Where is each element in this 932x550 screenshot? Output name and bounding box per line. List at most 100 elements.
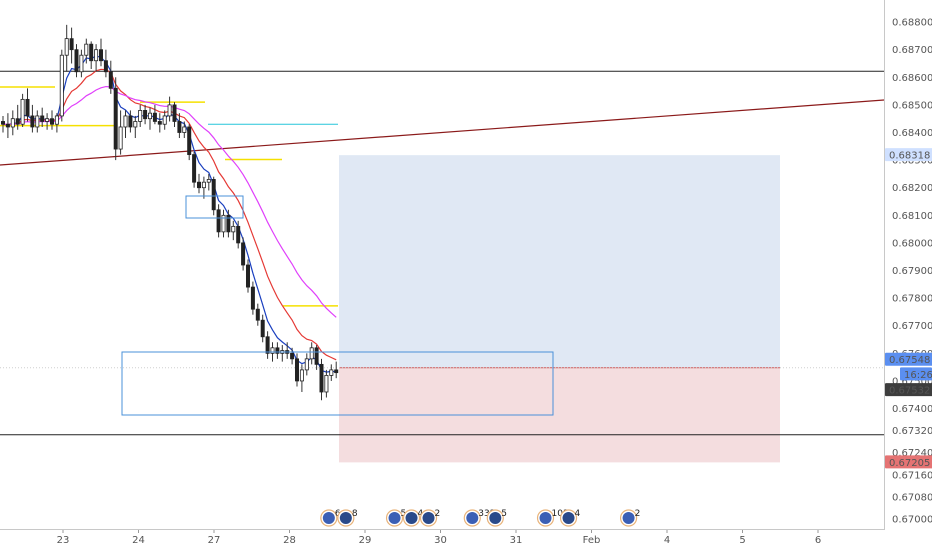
candle-body: [35, 115, 40, 128]
candle: [84, 38, 89, 64]
y-tick-label: 0.68200: [892, 183, 932, 194]
candle-body: [94, 49, 99, 62]
candle-body: [241, 242, 246, 266]
candle: [118, 110, 123, 155]
price-label-text: 0.67548: [889, 355, 930, 366]
y-tick-label: 0.67900: [892, 266, 932, 277]
candle-body: [20, 98, 25, 125]
candle: [304, 353, 309, 376]
candle-body: [138, 110, 143, 122]
candle-body: [123, 115, 128, 128]
candle-body: [177, 121, 182, 133]
price-label-bg: [885, 148, 932, 162]
candle-body: [221, 214, 226, 233]
x-tick-label: 5: [739, 535, 745, 546]
event-marker[interactable]: 2: [619, 509, 641, 527]
trend-line: [0, 99, 885, 166]
event-marker[interactable]: 5 4 2: [385, 509, 441, 527]
candle: [324, 369, 329, 398]
x-tick-label: 30: [434, 535, 447, 546]
y-tick-label: 0.68700: [892, 45, 932, 56]
candle: [187, 124, 192, 161]
candle: [143, 104, 148, 125]
candle-body: [201, 181, 206, 189]
candle-body: [250, 286, 255, 310]
candle-body: [25, 98, 30, 117]
candle: [108, 60, 113, 94]
candle-body: [334, 369, 339, 374]
y-tick-label: 0.68800: [892, 18, 932, 29]
candle: [79, 49, 84, 78]
y-tick-label: 0.67000: [892, 514, 932, 525]
candle-body: [128, 115, 133, 128]
candle-body: [319, 363, 324, 393]
candle: [94, 44, 99, 72]
y-tick-label: 0.67700: [892, 321, 932, 332]
candle-body: [152, 112, 157, 122]
candle-body: [211, 179, 216, 211]
y-tick-label: 0.68500: [892, 100, 932, 111]
candle: [290, 347, 295, 365]
candle-body: [45, 118, 50, 122]
candle-body: [103, 60, 108, 73]
y-tick-label: 0.67160: [892, 470, 932, 481]
candle-body: [236, 225, 241, 244]
order-block-box: [185, 195, 244, 219]
candle: [201, 176, 206, 199]
candle: [133, 115, 138, 139]
candle-body: [206, 179, 211, 183]
y-tick-label: 0.68000: [892, 238, 932, 249]
x-tick-label: 28: [283, 535, 296, 546]
candle: [260, 314, 265, 343]
y-tick-label: 0.67400: [892, 404, 932, 415]
candle: [10, 110, 15, 136]
drawing-lines: [0, 70, 885, 436]
candle-body: [275, 347, 280, 354]
event-markers[interactable]: 6 8 5 4 2 332 5 103 4 2: [320, 509, 641, 527]
us-flag-icon: [622, 512, 635, 524]
au-flag-icon: [489, 512, 502, 524]
event-count: 4: [418, 509, 424, 519]
us-flag-icon: [466, 512, 479, 524]
candle-body: [40, 115, 45, 122]
candle: [196, 173, 201, 194]
candle-body: [89, 43, 94, 62]
candle: [167, 96, 172, 122]
candle: [329, 364, 334, 381]
x-tick-label: 4: [664, 535, 670, 546]
event-count: 2: [435, 509, 441, 519]
candle: [35, 110, 40, 133]
candles: [0, 24, 339, 401]
au-flag-icon: [422, 512, 435, 524]
candle-body: [162, 115, 167, 125]
event-marker[interactable]: 332 5: [463, 509, 507, 527]
candle-body: [172, 104, 177, 122]
price-label-text: 0.67532: [889, 386, 930, 397]
price-label-bg: [885, 455, 932, 469]
x-tick-label: 24: [132, 535, 145, 546]
x-tick-label: 31: [510, 535, 523, 546]
candle: [299, 364, 304, 392]
event-count: 332: [478, 509, 495, 519]
event-count: 6: [335, 509, 341, 519]
au-flag-icon: [339, 512, 352, 524]
candle-body: [309, 347, 314, 360]
candle-body: [64, 38, 69, 56]
candle-body: [329, 369, 334, 376]
candle: [45, 113, 50, 130]
candle: [69, 27, 74, 64]
price-label-bg: [885, 352, 932, 366]
event-count: 5: [401, 509, 407, 519]
y-tick-label: 0.67320: [892, 426, 932, 437]
x-tick-label: Feb: [583, 535, 601, 546]
candle: [241, 237, 246, 271]
candle: [99, 38, 104, 67]
event-marker[interactable]: 103 4: [536, 509, 581, 527]
time-axis[interactable]: 23 24 27 28 29 30 31 Feb 4 5 6: [57, 530, 822, 546]
candle: [231, 220, 236, 241]
x-tick-label: 23: [57, 535, 70, 546]
position-zones: [339, 155, 780, 463]
y-tick-label: 0.67240: [892, 448, 932, 459]
